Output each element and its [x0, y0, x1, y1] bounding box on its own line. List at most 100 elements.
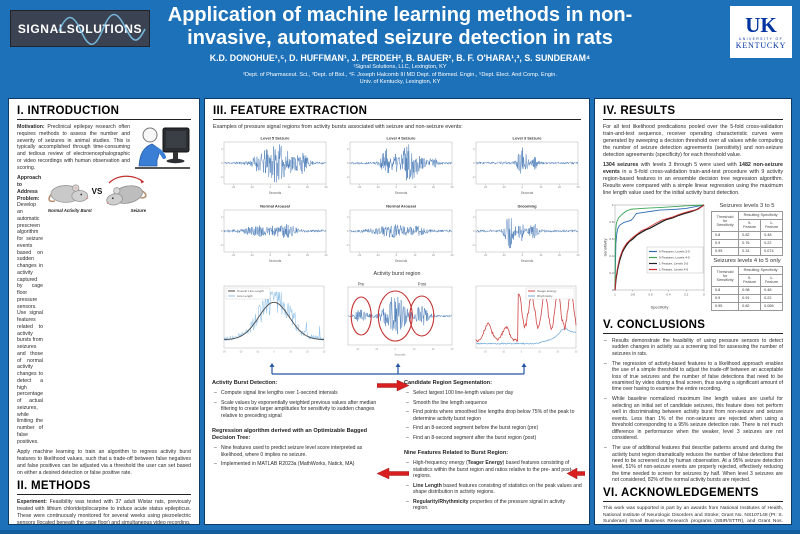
svg-text:20: 20 [306, 185, 309, 189]
svg-text:2: 2 [221, 147, 223, 151]
svg-text:0: 0 [473, 229, 475, 233]
svg-text:Seconds: Seconds [521, 191, 534, 195]
signal-examples-grid: Level 5 Seizure 2 0 -2 -20 -10 0 10 20 30 Seconds L… [213, 134, 581, 266]
svg-text:-20: -20 [483, 351, 487, 354]
poster-header: SIGNALSOLUTIONS Application of machine l… [0, 0, 800, 96]
signal-plot-level-5-seizure: Level 5 Seizure 2 0 -2 -20 -10 0 10 20 30 Seconds [212, 134, 330, 198]
svg-text:1: 1 [614, 292, 616, 296]
column-feature-extraction: III. FEATURE EXTRACTION Examples of pres… [204, 98, 590, 525]
svg-text:10: 10 [413, 185, 416, 189]
left-bullet-column: Activity Burst Detection: Compute signal… [212, 380, 382, 515]
svg-text:1: 1 [612, 203, 614, 207]
burst-detection-bullet: Compute signal line lengths over 1-secon… [212, 390, 382, 397]
svg-text:0: 0 [703, 292, 705, 296]
conclusion-item: While baseline normalized maximum line l… [603, 396, 783, 441]
svg-text:-20: -20 [239, 351, 243, 354]
burst-region-figure-row: -30 -20 -10 0 10 20 30 Smooth Line Length Line L… [213, 271, 581, 363]
svg-text:0: 0 [473, 161, 475, 165]
svg-text:-20: -20 [231, 185, 235, 189]
rats-comparison-figure: VS Norma [46, 175, 148, 449]
svg-text:-10: -10 [376, 185, 380, 189]
motivation-text: Preclinical epilepsy research often requ… [17, 124, 130, 171]
conclusions-list: Results demonstrate the feasibility of u… [603, 338, 783, 484]
signal-plot-level-4-seizure: Level 4 Seizure 2 0 -2 -20 -10 0 10 20 30 Seconds [338, 134, 456, 198]
right-arrow-icon [377, 380, 409, 391]
nine-features-bullet: Line Length based features consisting of… [404, 483, 582, 496]
conclusion-item: The use of additional features that desc… [603, 445, 783, 484]
experiment-label: Experiment: [17, 499, 47, 506]
results-tables: Seizures levels 3 to 5 Threshold for Sens… [710, 201, 783, 316]
regression-bullet: Nine features used to predict seizure le… [212, 445, 382, 458]
svg-text:Smooth Line Length: Smooth Line Length [237, 289, 264, 293]
svg-text:30: 30 [325, 185, 328, 189]
svg-text:9 Features, Levels 3-5: 9 Features, Levels 3-5 [659, 249, 690, 253]
f2-bold-line-length: Line Length [413, 482, 442, 489]
svg-text:0.4: 0.4 [609, 254, 614, 258]
section-heading-results: IV. RESULTS [603, 105, 783, 120]
results-table-levels-3-5: Seizures levels 3 to 5 Threshold for Sens… [710, 203, 783, 256]
signal-plot-grooming: Grooming 2 0 -2 -20 -10 0 10 20 30 Seconds [464, 202, 582, 266]
svg-text:-10: -10 [376, 253, 380, 257]
svg-text:10: 10 [287, 185, 290, 189]
svg-text:-2: -2 [472, 175, 475, 179]
regression-heading: Regression algorithm derived with an Opt… [212, 428, 368, 442]
svg-text:Seconds: Seconds [269, 191, 282, 195]
svg-text:-2: -2 [220, 243, 223, 247]
svg-text:0.6: 0.6 [609, 237, 614, 241]
svg-text:-10: -10 [256, 351, 260, 354]
svg-text:0: 0 [347, 229, 349, 233]
svg-text:2: 2 [347, 215, 349, 219]
svg-text:0: 0 [270, 185, 272, 189]
svg-text:30: 30 [451, 253, 454, 257]
svg-text:Seconds: Seconds [269, 259, 282, 263]
svg-text:1 Feature, Levels 3-5: 1 Feature, Levels 3-5 [659, 261, 689, 265]
affiliation-line-3: Univ. of Kentucky, Lexington, KY [359, 79, 441, 86]
svg-text:20: 20 [558, 185, 561, 189]
section-heading-acknowledgements: VI. ACKNOWLEDGEMENTS [603, 487, 783, 503]
results-table: Threshold for Sensitivity Resulting Speci… [710, 265, 783, 311]
svg-text:2: 2 [473, 215, 475, 219]
svg-text:20: 20 [432, 253, 435, 257]
table-caption: Seizures levels 4 to 5 only [713, 257, 781, 264]
svg-text:10: 10 [538, 351, 541, 354]
svg-text:-10: -10 [502, 253, 506, 257]
results-table: Threshold for Sensitivity Resulting Speci… [710, 210, 783, 256]
results-seizure-count: 1304 seizures [603, 162, 639, 169]
roc-chart: 1 0.8 0.6 0.4 0.2 0 0 0.2 0.4 0.6 0.8 1 Specificity S… [603, 201, 707, 316]
svg-text:0.8: 0.8 [609, 220, 614, 224]
section-heading-methods: II. METHODS [17, 480, 191, 496]
waveform-logo-icon [58, 13, 146, 46]
svg-text:Level 3 Seizure: Level 3 Seizure [513, 136, 543, 141]
column-introduction-methods: I. INTRODUCTION Motivation: Preclinical … [8, 98, 200, 525]
nine-features-heading: Nine Features Related to Burst Region: [404, 450, 509, 457]
svg-text:-10: -10 [502, 351, 506, 354]
f1-rest: ) based features consisting of statistic… [413, 460, 573, 480]
svg-text:0: 0 [273, 351, 275, 354]
svg-text:-2: -2 [472, 243, 475, 247]
poster-authors: K.D. DONOHUE¹,⁵, D. HUFFMAN¹, J. PERDEH²… [209, 53, 591, 64]
svg-text:0: 0 [522, 185, 524, 189]
svg-text:10: 10 [289, 351, 292, 354]
svg-text:-10: -10 [375, 348, 379, 351]
svg-text:1 Feature, Levels 4-5: 1 Feature, Levels 4-5 [659, 267, 689, 271]
svg-text:0.2: 0.2 [684, 292, 689, 296]
burst-detection-heading: Activity Burst Detection: [212, 380, 278, 386]
svg-text:-10: -10 [250, 253, 254, 257]
connector-bracket-icon [269, 363, 527, 375]
results-figure-row: 1 0.8 0.6 0.4 0.2 0 0 0.2 0.4 0.6 0.8 1 Specificity S… [603, 201, 783, 316]
f1-bold-teager: Teager Energy [467, 460, 503, 467]
burst-region-plot: Pre Post -20 -10 0 10 20 30 Seconds [347, 282, 454, 357]
affiliation-line-1: ¹Signal Solutions, LLC, Lexington, KY [353, 64, 447, 71]
svg-text:20: 20 [556, 351, 559, 354]
svg-text:30: 30 [323, 351, 326, 354]
signal-plot-level-3-seizure: Level 3 Seizure 2 0 -2 -20 -10 0 10 20 30 Seconds [464, 134, 582, 198]
svg-text:-2: -2 [346, 243, 349, 247]
svg-text:0: 0 [270, 253, 272, 257]
f3-bold-rhythmicity: Regularity/Rhythmicity [413, 498, 469, 505]
table-row: 0.95 0.82 0.065 [710, 301, 783, 311]
table-row: 0.9 0.76 0.22 [710, 238, 783, 248]
svg-text:-10: -10 [502, 185, 506, 189]
svg-text:9 Features, Levels 4-5: 9 Features, Levels 4-5 [659, 255, 690, 259]
affiliation-line-2: ²Dept. of Pharmaceut. Sci., ³Dept. of Bi… [243, 71, 557, 78]
